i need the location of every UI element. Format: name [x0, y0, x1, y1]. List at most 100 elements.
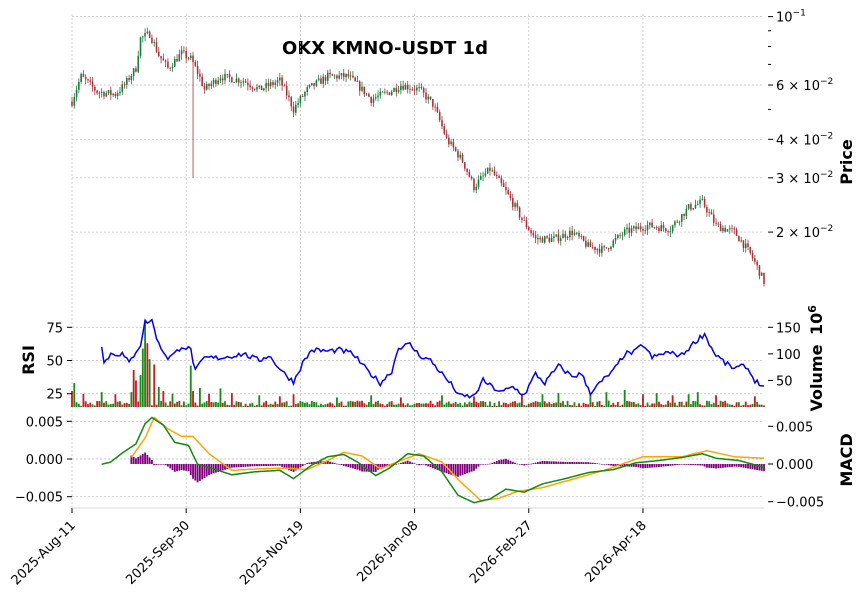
candle-body: [361, 86, 363, 91]
volume-bar: [578, 403, 580, 407]
candle-body: [715, 222, 717, 224]
volume-bar: [749, 404, 752, 407]
volume-bar: [573, 402, 576, 407]
candle-body: [116, 93, 119, 97]
candle-body: [237, 78, 240, 83]
macd-histogram-bar: [178, 464, 181, 471]
macd-histogram-bar: [262, 464, 265, 467]
macd-histogram-bar: [137, 456, 140, 464]
macd-histogram-bar: [594, 463, 596, 464]
macd-histogram-bar: [612, 464, 615, 466]
candle-body: [687, 204, 690, 209]
volume-bar: [77, 403, 80, 407]
candle-body: [591, 246, 594, 248]
volume-bar: [349, 400, 352, 407]
macd-histogram-bar: [196, 464, 199, 483]
volume-bar: [445, 402, 448, 407]
macd-signal-line: [130, 416, 765, 502]
rsi-tick-label: 75: [46, 321, 63, 336]
candle-body: [441, 120, 443, 127]
macd-histogram-bar: [361, 464, 363, 472]
candle-body: [735, 229, 738, 237]
volume-bar: [331, 403, 334, 407]
volume-bar: [600, 404, 603, 407]
volume-bar: [105, 401, 108, 407]
candle-body: [338, 75, 341, 79]
candle-body: [292, 106, 295, 113]
candle-body: [751, 252, 754, 259]
macd-histogram-bar: [546, 461, 548, 464]
candle-body: [523, 219, 525, 221]
candle-body: [189, 55, 192, 59]
volume-bar: [518, 402, 521, 407]
candle-body: [731, 228, 733, 230]
candle-body: [253, 88, 256, 90]
volume-bar: [543, 401, 546, 407]
macd-histogram-bar: [285, 464, 288, 470]
volume-bar: [182, 401, 185, 407]
macd-histogram-bar: [514, 462, 516, 464]
macd-histogram-bar: [402, 462, 405, 464]
volume-bar: [642, 394, 644, 407]
volume-bar: [386, 404, 389, 407]
candle-body: [541, 237, 544, 243]
macd-histogram-bar: [562, 461, 564, 464]
candle-body: [178, 54, 181, 62]
candle-body: [379, 91, 382, 96]
macd-histogram-bar: [230, 464, 233, 468]
macd-histogram-bar: [500, 459, 503, 464]
macd-histogram-bar: [758, 464, 761, 471]
macd-histogram-bar: [345, 464, 347, 467]
macd-histogram-bar: [473, 464, 475, 471]
volume-bar: [253, 405, 256, 407]
macd-histogram-bar: [648, 464, 651, 468]
volume-bar: [562, 401, 564, 407]
candle-body: [710, 212, 713, 215]
candle-body: [742, 240, 745, 249]
candle-body: [749, 246, 752, 253]
grid-lines: [71, 14, 764, 508]
candle-body: [420, 87, 423, 89]
volume-bar: [388, 401, 391, 407]
candle-body: [489, 167, 491, 171]
volume-bar: [89, 402, 92, 407]
volume-bar: [356, 400, 359, 407]
macd-histogram-bar: [674, 464, 676, 466]
candle-body: [107, 90, 110, 94]
volume-tick-label: 100: [776, 348, 801, 363]
macd-histogram-bar: [550, 461, 553, 464]
volume-bar: [427, 403, 430, 407]
macd-histogram-bar: [283, 464, 286, 469]
volume-bar: [710, 404, 713, 407]
volume-bar: [498, 401, 500, 407]
macd-histogram-bar: [413, 463, 416, 465]
volume-bar: [495, 405, 498, 407]
candle-body: [242, 81, 245, 83]
candle-body: [537, 237, 539, 240]
volume-bar: [751, 403, 754, 407]
volume-bar: [584, 403, 587, 407]
macd-histogram-bar: [744, 464, 747, 469]
macd-histogram-bar: [505, 458, 507, 464]
candle-body: [480, 176, 482, 180]
candle-body: [171, 66, 174, 68]
candle-body: [192, 55, 194, 63]
candle-body: [530, 230, 532, 234]
macd-histogram-bar: [482, 464, 485, 465]
volume-bar: [292, 394, 295, 407]
macd-histogram-bar: [427, 464, 430, 467]
candle-body: [400, 85, 402, 91]
candle-body: [315, 80, 318, 86]
volume-bar: [130, 392, 133, 407]
volume-bar: [457, 403, 459, 407]
rsi-axis-label: RSI: [19, 345, 38, 375]
volume-bar: [436, 401, 439, 407]
volume-bar: [194, 402, 197, 407]
volume-bar: [712, 402, 715, 407]
candle-body: [342, 73, 345, 78]
candle-body: [258, 85, 261, 88]
macd-histogram-bar: [185, 464, 188, 471]
volume-bar: [109, 404, 112, 407]
candle-body: [601, 246, 603, 253]
candle-body: [470, 176, 473, 179]
